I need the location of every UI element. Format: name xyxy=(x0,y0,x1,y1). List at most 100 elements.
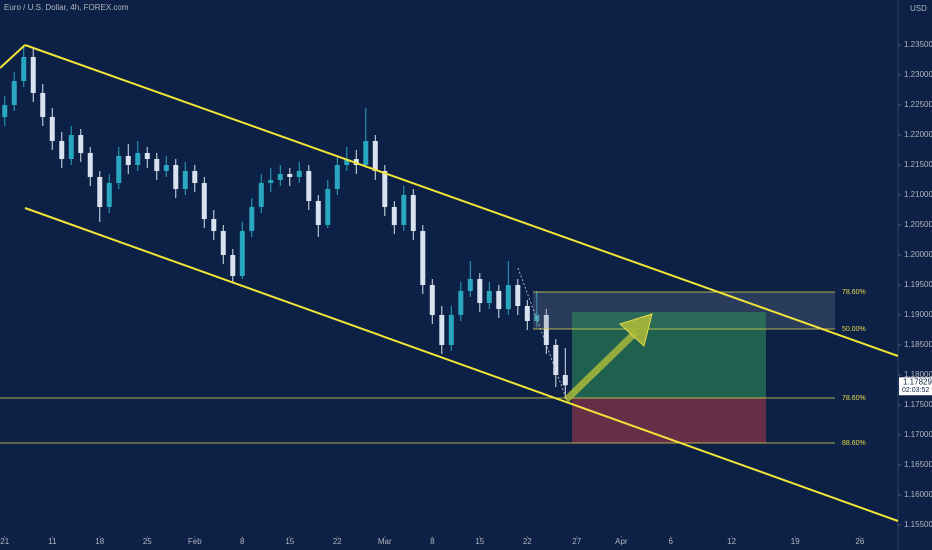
candle-body xyxy=(477,279,483,303)
y-tick-label: 1.22000 xyxy=(904,130,932,139)
candle-body xyxy=(315,201,321,225)
candle-body xyxy=(192,171,198,183)
loss-zone xyxy=(572,398,766,443)
x-tick-label: 21 xyxy=(0,537,9,546)
fib-label: 50.00% xyxy=(842,326,866,333)
x-tick-label: Mar xyxy=(378,537,392,546)
candle-body xyxy=(467,279,473,291)
candle-body xyxy=(372,141,378,171)
candle-body xyxy=(296,171,302,177)
candle-body xyxy=(553,345,559,375)
candle-body xyxy=(87,153,93,177)
fib-label: 88.60% xyxy=(842,440,866,447)
candle-body xyxy=(505,285,511,309)
y-tick-label: 1.16000 xyxy=(904,490,932,499)
channel-lower xyxy=(24,207,899,522)
candle-body xyxy=(116,156,122,183)
candle-body xyxy=(211,219,217,231)
candle-body xyxy=(230,255,236,276)
price-tag xyxy=(899,377,932,396)
price-tag-countdown: 02:03:52 xyxy=(902,387,929,394)
candle-body xyxy=(277,174,283,180)
candle-body xyxy=(30,57,36,93)
candle-body xyxy=(68,135,74,159)
x-tick-label: 15 xyxy=(475,537,484,546)
y-tick-label: 1.23500 xyxy=(904,40,932,49)
candles xyxy=(2,45,568,399)
candle-body xyxy=(2,105,8,117)
candle-body xyxy=(334,165,340,189)
candle-body xyxy=(439,315,445,345)
x-tick-label: 18 xyxy=(95,537,104,546)
candle-body xyxy=(448,315,454,345)
profit-zone xyxy=(572,312,766,398)
candle-body xyxy=(154,159,160,171)
candle-body xyxy=(59,141,65,159)
x-tick-label: 26 xyxy=(855,537,864,546)
y-tick-label: 1.20000 xyxy=(904,250,932,259)
candle-body xyxy=(220,231,226,255)
y-tick-label: 1.16500 xyxy=(904,460,932,469)
chart-title: Euro / U.S. Dollar, 4h, FOREX.com xyxy=(4,3,129,12)
candle-body xyxy=(287,174,293,177)
y-tick-label: 1.19000 xyxy=(904,310,932,319)
candle-body xyxy=(97,177,103,207)
x-tick-label: Feb xyxy=(188,537,202,546)
x-tick-label: 11 xyxy=(48,537,57,546)
candle-body xyxy=(515,285,521,306)
candle-body xyxy=(173,165,179,189)
x-tick-label: 8 xyxy=(240,537,245,546)
candle-body xyxy=(363,141,369,165)
y-tick-label: 1.15500 xyxy=(904,520,932,529)
candle-body xyxy=(306,171,312,201)
x-tick-label: 15 xyxy=(285,537,294,546)
y-tick-label: 1.20500 xyxy=(904,220,932,229)
x-tick-label: 12 xyxy=(727,537,736,546)
y-tick-label: 1.18000 xyxy=(904,370,932,379)
candle-body xyxy=(182,171,188,189)
candle-body xyxy=(106,183,112,207)
candle-body xyxy=(391,207,397,225)
y-tick-label: 1.18500 xyxy=(904,340,932,349)
candle-body xyxy=(486,291,492,303)
candle-body xyxy=(125,156,131,165)
candle-body xyxy=(40,93,46,117)
x-tick-label: 6 xyxy=(669,537,674,546)
candle-body xyxy=(420,231,426,285)
candle-body xyxy=(249,207,255,231)
y-tick-label: 1.22500 xyxy=(904,100,932,109)
x-tick-label: 22 xyxy=(333,537,342,546)
candle-body xyxy=(524,306,530,321)
x-tick-label: 25 xyxy=(143,537,152,546)
candle-body xyxy=(382,171,388,207)
drawings: 78.60% 50.00% 78.60% 88.60% xyxy=(0,44,899,522)
candle-body xyxy=(543,315,549,345)
x-tick-label: 22 xyxy=(523,537,532,546)
candle-body xyxy=(268,180,274,183)
arrow-head xyxy=(619,313,653,347)
candle-body xyxy=(458,291,464,315)
candle-body xyxy=(562,375,568,386)
price-tag-value: 1.17829 xyxy=(903,377,932,386)
x-tick-label: 27 xyxy=(572,537,581,546)
candle-body xyxy=(496,291,502,309)
y-tick-label: 1.21500 xyxy=(904,160,932,169)
y-tick-label: 1.21000 xyxy=(904,190,932,199)
arrow-shaft xyxy=(563,329,639,403)
y-tick-label: 1.23000 xyxy=(904,70,932,79)
currency-label: USD xyxy=(910,4,927,13)
candle-body xyxy=(78,135,84,153)
y-tick-label: 1.17500 xyxy=(904,400,932,409)
candle-body xyxy=(429,285,435,315)
candle-body xyxy=(49,117,55,141)
fib-label: 78.60% xyxy=(842,289,866,296)
candle-body xyxy=(325,189,331,225)
projection-line xyxy=(517,267,567,399)
candle-body xyxy=(410,195,416,231)
candle-body xyxy=(21,57,27,81)
candle-body xyxy=(201,183,207,219)
x-tick-label: Apr xyxy=(615,537,628,546)
y-tick-label: 1.17000 xyxy=(904,430,932,439)
